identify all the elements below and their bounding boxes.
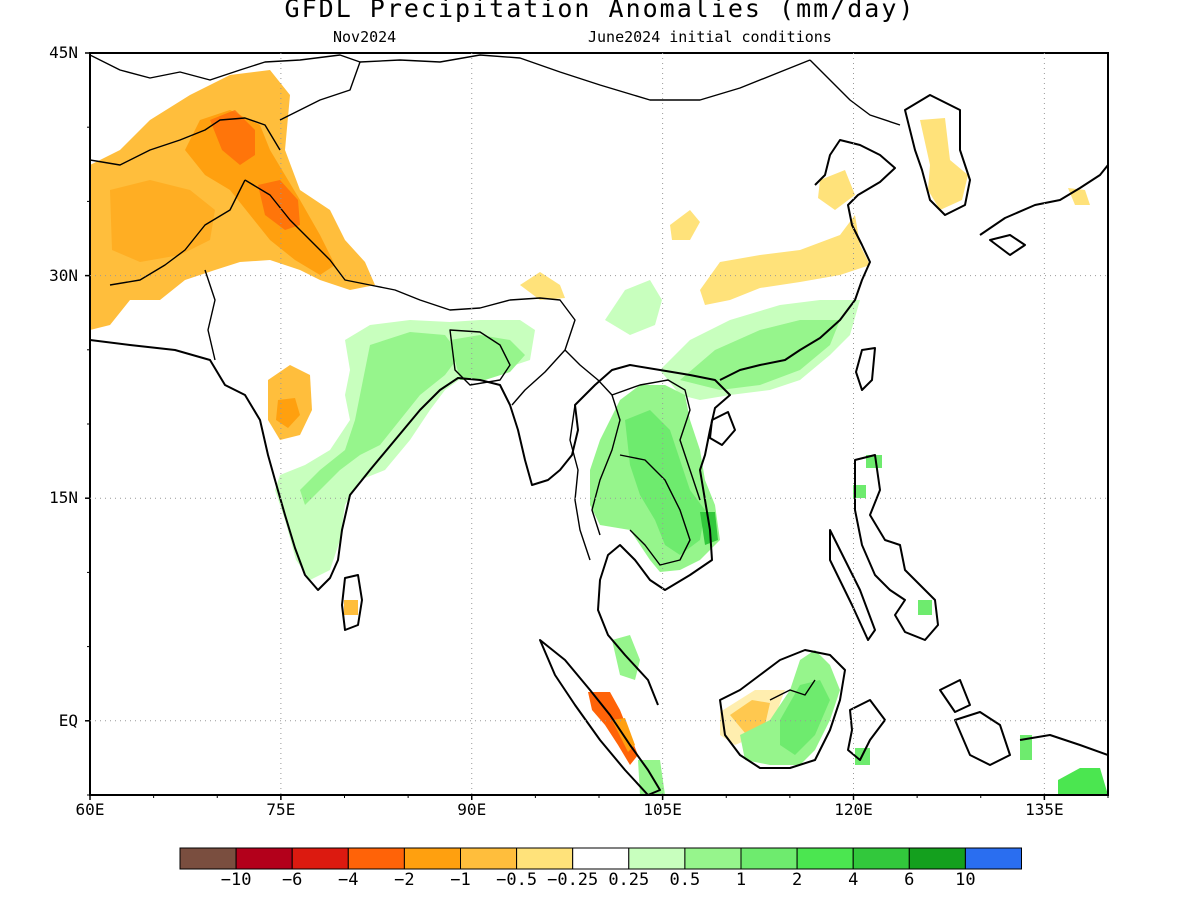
colorbar-label: −4 bbox=[338, 870, 359, 890]
colorbar-swatch bbox=[852, 847, 910, 870]
colorbar-swatch bbox=[908, 847, 966, 870]
colorbar-swatch bbox=[291, 847, 349, 870]
anomaly-mindanao-wet bbox=[918, 600, 932, 615]
colorbar-swatch bbox=[740, 847, 798, 870]
anomaly-shandong-dry bbox=[818, 170, 855, 210]
lon-label: 120E bbox=[834, 800, 873, 819]
colorbar-swatch bbox=[235, 847, 293, 870]
colorbar-label: −1 bbox=[450, 870, 471, 890]
country-borders bbox=[90, 54, 901, 701]
colorbar-label: 0.5 bbox=[669, 870, 701, 890]
colorbar-swatch bbox=[628, 847, 686, 870]
map-plot-area bbox=[90, 54, 1108, 795]
lon-label: 60E bbox=[75, 800, 105, 819]
colorbar-label: 4 bbox=[848, 870, 859, 890]
lat-label: 45N bbox=[49, 43, 78, 62]
colorbar-label: 6 bbox=[904, 870, 915, 890]
colorbar-swatch bbox=[179, 847, 237, 870]
graticule bbox=[90, 53, 1108, 795]
anomaly-qinghai-dry bbox=[670, 210, 700, 240]
anomaly-srilanka-dry bbox=[344, 600, 358, 615]
colorbar bbox=[179, 847, 1023, 870]
anomaly-yangtze-dry bbox=[700, 215, 870, 305]
colorbar-label: −6 bbox=[281, 870, 303, 890]
lon-label: 75E bbox=[266, 800, 296, 819]
anomaly-india-wet bbox=[275, 320, 535, 580]
lat-label: EQ bbox=[58, 710, 78, 730]
axis-ticks bbox=[85, 52, 1109, 800]
anomaly-borneo-wet-core bbox=[780, 680, 830, 755]
anomaly-japan-dry bbox=[1068, 188, 1090, 205]
colorbar-swatch bbox=[796, 847, 854, 870]
lon-label: 105E bbox=[643, 800, 682, 819]
anomaly-south-china-wet-core bbox=[680, 320, 840, 390]
lon-label: 90E bbox=[457, 800, 487, 819]
anomaly-newguinea-wet-2 bbox=[1058, 768, 1108, 795]
initial-conditions: June2024 initial conditions bbox=[588, 28, 832, 46]
colorbar-label: 10 bbox=[955, 870, 976, 890]
anomaly-bangladesh-wet bbox=[450, 335, 525, 380]
anomaly-afghan-core-dry bbox=[110, 180, 215, 262]
anomaly-tibet-dry bbox=[520, 272, 565, 300]
lat-label: 30N bbox=[49, 265, 78, 285]
anomaly-luzon-wet bbox=[866, 455, 882, 468]
coastlines bbox=[90, 94, 1108, 795]
colorbar-swatch bbox=[460, 847, 518, 870]
anomaly-borneo-dry-2 bbox=[720, 690, 785, 745]
lon-label: 135E bbox=[1025, 800, 1064, 819]
anomaly-central-india-dry-core bbox=[276, 398, 300, 428]
anomaly-newguinea-wet bbox=[1020, 735, 1032, 760]
anomaly-korea-dry bbox=[920, 118, 968, 210]
colorbar-swatch bbox=[516, 847, 574, 870]
colorbar-swatch bbox=[347, 847, 405, 870]
lat-label: 15N bbox=[49, 488, 78, 508]
anomaly-yunnan-wet bbox=[605, 280, 662, 335]
colorbar-label: −0.25 bbox=[547, 870, 599, 890]
colorbar-label: 1 bbox=[735, 870, 747, 890]
colorbar-swatch bbox=[964, 847, 1023, 870]
anomaly-luzon-wet-2 bbox=[853, 485, 866, 498]
colorbar-label: −2 bbox=[394, 870, 415, 890]
anomaly-kashmir-dry bbox=[210, 110, 255, 165]
anomaly-indochina-wet-core bbox=[625, 410, 705, 555]
colorbar-swatch bbox=[403, 847, 461, 870]
colorbar-label: 2 bbox=[791, 870, 803, 890]
colorbar-label: −10 bbox=[220, 870, 252, 890]
colorbar-label: −0.5 bbox=[496, 870, 538, 890]
page-title: GFDL Precipitation Anomalies (mm/day) bbox=[284, 0, 916, 23]
anomaly-india-wet-core bbox=[300, 332, 460, 505]
colorbar-label: 0.25 bbox=[608, 870, 650, 890]
colorbar-swatch bbox=[572, 847, 630, 870]
colorbar-swatch bbox=[684, 847, 742, 870]
anomaly-kashmir-dry-2 bbox=[258, 180, 300, 230]
forecast-month: Nov2024 bbox=[333, 28, 397, 46]
